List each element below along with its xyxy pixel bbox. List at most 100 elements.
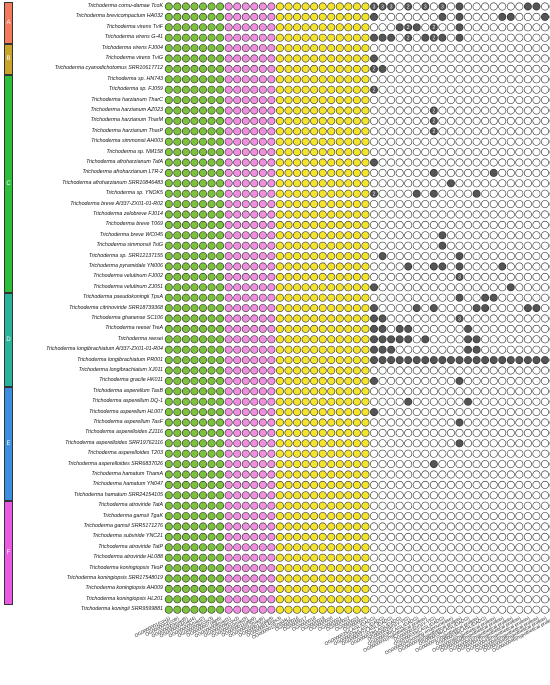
gene-circle (344, 491, 353, 500)
gene-circle (370, 231, 378, 240)
gene-circle (446, 470, 455, 479)
gene-circle (318, 439, 327, 448)
gene-circle (181, 96, 190, 105)
gene-circle (515, 200, 524, 209)
gene-circle (472, 449, 481, 458)
gene-circle (541, 231, 549, 240)
gene-circle (310, 449, 319, 458)
gene-circle (258, 324, 267, 333)
gene-circle (327, 439, 336, 448)
gene-circle (335, 356, 344, 365)
species-genus: Trichoderma (92, 481, 122, 488)
gene-circle (233, 605, 242, 614)
gene-circle (344, 470, 353, 479)
gene-circle (541, 335, 549, 344)
gene-circle (241, 293, 250, 302)
gene-circle (310, 85, 319, 94)
gene-circle (421, 189, 430, 198)
species-epithet: asperelloides ZJ116 (115, 429, 163, 436)
gene-circle (275, 418, 284, 427)
gene-circle (438, 605, 447, 614)
gene-circle (216, 480, 225, 489)
gene-circle (284, 96, 293, 105)
gene-circle (164, 96, 173, 105)
gene-circle (446, 304, 455, 313)
gene-circle (472, 574, 481, 583)
gene-circle (301, 64, 310, 73)
gene-circle (387, 595, 396, 604)
gene-circle (370, 584, 378, 593)
gene-circle (523, 397, 532, 406)
gene-circle (233, 241, 242, 250)
gene-circle (181, 314, 190, 323)
gene-circle (267, 522, 276, 531)
gene-circle (489, 116, 498, 125)
gene-circle (515, 543, 524, 552)
gene-circle (498, 64, 507, 73)
gene-circle (489, 293, 498, 302)
gene-circle (181, 408, 190, 417)
gene-circle (395, 272, 404, 281)
gene-circle (241, 522, 250, 531)
gene-circle (327, 512, 336, 521)
gene-circle (258, 480, 267, 489)
gene-circle (438, 387, 447, 396)
gene-circle (224, 252, 233, 261)
gene-circle (421, 304, 430, 313)
gene-circle (472, 210, 481, 219)
gene-circle (421, 387, 430, 396)
gene-circle (199, 252, 207, 261)
gene-circle (481, 33, 490, 42)
clade-block-f (4, 501, 13, 606)
gene-circle (335, 33, 344, 42)
gene-circle (532, 168, 541, 177)
gene-circle (207, 449, 216, 458)
gene-circle (284, 168, 293, 177)
gene-circle (258, 543, 267, 552)
gene-circle (421, 501, 430, 510)
gene-circle (387, 231, 396, 240)
gene-circle (472, 75, 481, 84)
gene-circle (387, 44, 396, 53)
gene-circle (318, 210, 327, 219)
gene-circle (250, 439, 259, 448)
gene-circle (241, 137, 250, 146)
gene-circle (181, 501, 190, 510)
gene-circle (378, 210, 387, 219)
species-genus: Trichoderma (90, 117, 120, 124)
gene-circle (267, 501, 276, 510)
gene-circle (472, 428, 481, 437)
gene-circle (515, 428, 524, 437)
gene-circle (378, 460, 387, 469)
gene-circle (241, 512, 250, 521)
gene-circle (481, 168, 490, 177)
gene-circle (395, 314, 404, 323)
gene-circle (216, 428, 225, 437)
gene-circle (446, 345, 455, 354)
gene-circle (233, 158, 242, 167)
gene-circle (498, 512, 507, 521)
gene-circle (541, 158, 549, 167)
gene-circle (464, 220, 473, 229)
gene-circle (352, 512, 361, 521)
gene-circle (506, 75, 515, 84)
gene-circle (378, 376, 387, 385)
gene-circle (438, 356, 447, 365)
gene-circle (541, 460, 549, 469)
gene-circle (275, 397, 284, 406)
gene-circle (241, 387, 250, 396)
gene-circle (378, 532, 387, 541)
gene-circle (233, 397, 242, 406)
gene-circle (267, 12, 276, 21)
gene-circle (233, 512, 242, 521)
gene-circle (352, 501, 361, 510)
gene-circle (344, 428, 353, 437)
species-label: Trichoderma breve AI337-ZX01-01-R02 (70, 201, 163, 208)
gene-circle (216, 179, 225, 188)
gene-circle (412, 356, 421, 365)
gene-circle (361, 64, 370, 73)
gene-circle (455, 127, 464, 136)
gene-circle (344, 283, 353, 292)
gene-circle (190, 595, 199, 604)
gene-circle (207, 605, 216, 614)
